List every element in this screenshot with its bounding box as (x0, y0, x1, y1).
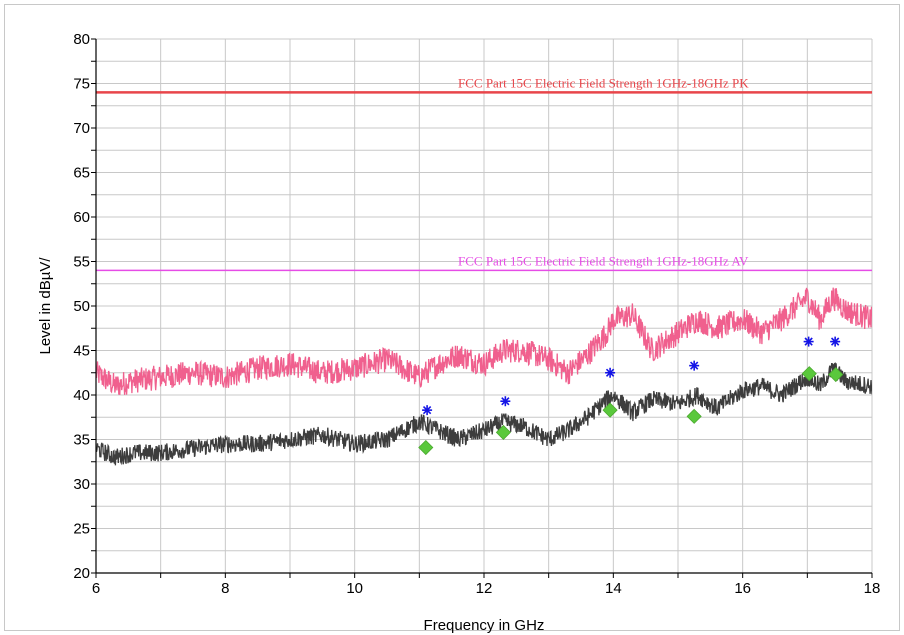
y-tick-label: 55 (73, 254, 90, 271)
avg-marker (495, 424, 511, 440)
peak-marker-stroke (804, 337, 813, 346)
y-tick-label: 45 (73, 343, 90, 360)
limit-lines: FCC Part 15C Electric Field Strength 1GH… (96, 75, 872, 272)
peak-marker-stroke (690, 361, 699, 370)
peak-marker-stroke (501, 397, 510, 406)
x-axis-title: Frequency in GHz (424, 617, 545, 634)
x-tick-label: 8 (221, 580, 229, 597)
x-tick-label: 10 (346, 580, 363, 597)
y-tick-label: 75 (73, 76, 90, 93)
y-tick-label: 40 (73, 387, 90, 404)
x-tick-label: 12 (476, 580, 493, 597)
x-tick-label: 16 (734, 580, 751, 597)
y-tick-label: 65 (73, 165, 90, 182)
y-tick-label: 70 (73, 120, 90, 137)
peak-marker (605, 367, 616, 378)
avg-marker (602, 402, 618, 418)
peak-marker (689, 360, 700, 371)
avg-marker (686, 408, 702, 424)
limit-line-label: FCC Part 15C Electric Field Strength 1GH… (458, 75, 749, 90)
y-tick-label: 80 (73, 31, 90, 48)
y-tick-label: 35 (73, 432, 90, 449)
peak-marker (500, 396, 511, 407)
x-tick-label: 6 (92, 580, 100, 597)
peak-marker-stroke (422, 405, 432, 415)
y-tick-label: 60 (73, 209, 90, 226)
y-tick-label: 30 (73, 476, 90, 493)
measurement-markers (418, 336, 844, 456)
avg-marker (418, 439, 434, 456)
peak-marker-stroke (605, 368, 615, 377)
trace-line (96, 362, 872, 466)
axes: 6 8 10 12 14 16 18 20 25 30 35 40 45 50 55 60 65 70 75 80 (73, 31, 880, 597)
y-tick-label: 20 (73, 565, 90, 582)
y-tick-label: 25 (73, 521, 90, 538)
limit-line-label: FCC Part 15C Electric Field Strength 1GH… (458, 253, 749, 268)
trace-line (96, 287, 872, 395)
y-tick-label: 50 (73, 298, 90, 315)
peak-marker (422, 405, 433, 416)
data-series (96, 287, 872, 466)
grid-lines (95, 38, 873, 574)
peak-marker-stroke (830, 337, 840, 346)
x-tick-label: 14 (605, 580, 622, 597)
peak-marker (803, 336, 814, 347)
x-tick-label: 18 (864, 580, 881, 597)
avg-marker (801, 366, 817, 382)
peak-marker (830, 336, 841, 347)
avg-marker (828, 366, 844, 383)
y-axis-title: Level in dBµV/ (37, 257, 54, 355)
